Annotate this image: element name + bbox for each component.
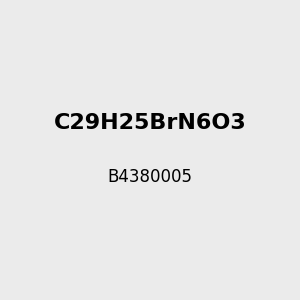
Text: C29H25BrN6O3: C29H25BrN6O3 [54,113,246,133]
Text: B4380005: B4380005 [107,168,193,186]
